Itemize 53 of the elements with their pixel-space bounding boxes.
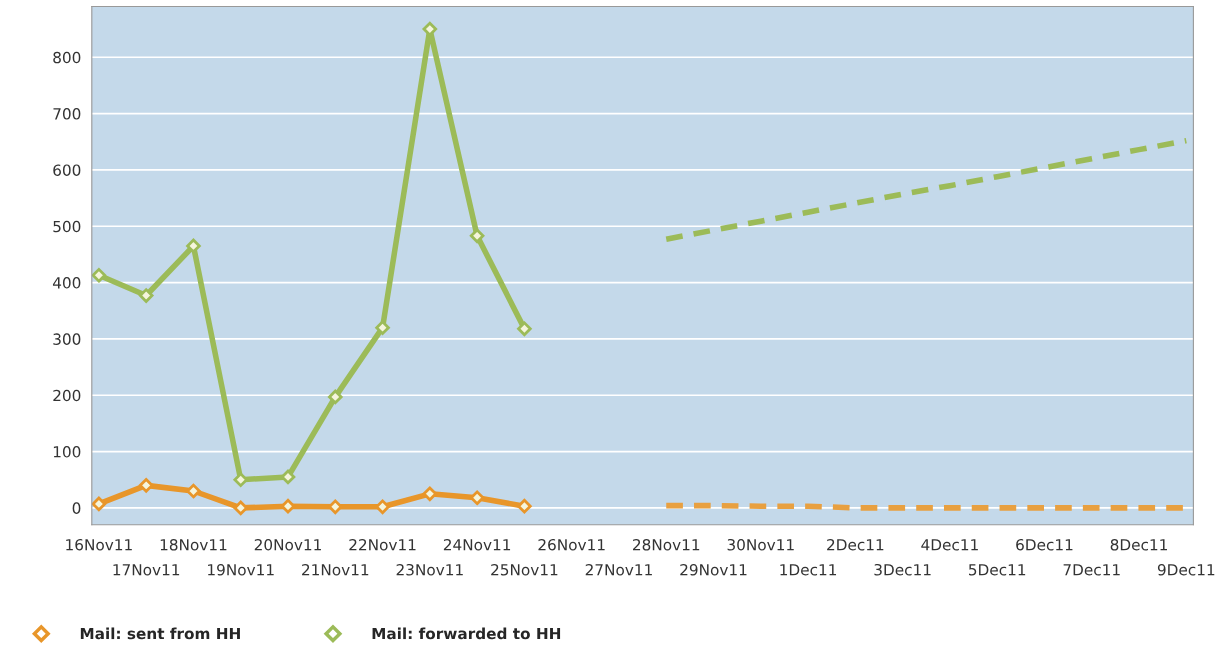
point [469, 228, 485, 244]
x-tick-label: 24Nov11 [443, 538, 511, 551]
x-tick-label: 22Nov11 [349, 538, 416, 551]
point [517, 321, 532, 337]
x-tick-label: 19Nov11 [208, 563, 274, 576]
point [186, 238, 201, 254]
x-tick-label: 9Dec11 [1157, 563, 1215, 576]
point [138, 478, 154, 493]
y-tick-label: 400 [52, 277, 81, 289]
x-tick-label: 4Dec11 [921, 539, 978, 551]
x-tick-label: 29Nov11 [680, 563, 747, 576]
point [328, 389, 343, 405]
x-tick-label: 26Nov11 [538, 538, 605, 551]
point [138, 288, 154, 303]
y-tick-label: 300 [53, 333, 81, 345]
x-tick-label: 30Nov11 [727, 538, 794, 551]
x-tick-label: 28Nov11 [633, 538, 700, 551]
point [91, 267, 107, 283]
point [280, 498, 296, 514]
x-tick-label: 21Nov11 [302, 563, 369, 576]
x-tick-label: 17Nov11 [113, 564, 180, 576]
x-tick-label: 27Nov11 [585, 563, 652, 576]
x-tick-label: 8Dec11 [1110, 538, 1167, 551]
point [280, 469, 296, 485]
point [91, 496, 107, 512]
x-tick-label: 5Dec11 [969, 564, 1026, 576]
x-tick-label: 20Nov11 [254, 538, 321, 551]
y-tick-label: 600 [53, 164, 81, 176]
point [328, 499, 343, 515]
x-tick-label: 6Dec11 [1016, 538, 1073, 551]
x-tick-label: 23Nov11 [396, 563, 463, 576]
point [375, 499, 390, 515]
x-tick-label: 16Nov11 [66, 538, 132, 551]
y-tick-label: 200 [53, 389, 81, 402]
x-tick-label: 1Dec11 [780, 564, 837, 576]
y-tick-label: 800 [53, 51, 81, 64]
y-tick-label: 700 [53, 108, 81, 120]
point [233, 500, 249, 516]
legend-label: Mail: forwarded to HH [372, 627, 561, 640]
x-tick-label: 3Dec11 [874, 563, 931, 576]
legend-label: Mail: sent from HH [80, 627, 240, 640]
x-tick-label: 7Dec11 [1063, 564, 1120, 576]
x-tick-label: 18Nov11 [160, 538, 227, 551]
y-tick-label: 500 [53, 220, 81, 233]
x-tick-label: 2Dec11 [827, 538, 884, 551]
y-tick-label: 100 [53, 446, 81, 458]
x-tick-label: 25Nov11 [491, 563, 558, 576]
point [422, 486, 438, 502]
point [469, 490, 485, 506]
point [186, 483, 201, 499]
y-tick-label: 0 [72, 502, 81, 514]
point [375, 320, 390, 335]
point [517, 498, 532, 514]
